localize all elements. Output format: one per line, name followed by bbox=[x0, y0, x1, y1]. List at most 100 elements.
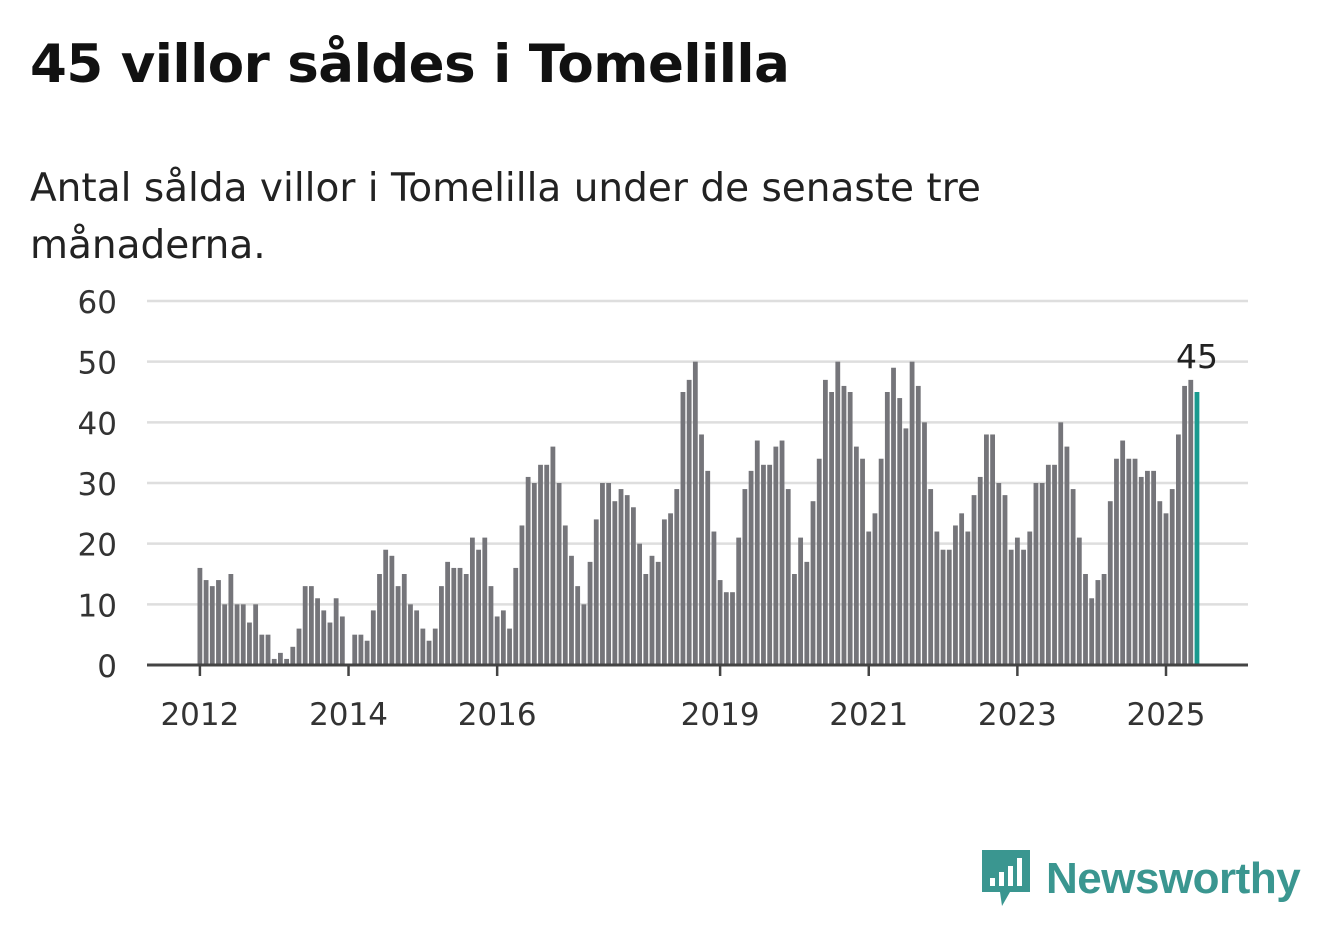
bar bbox=[692, 361, 698, 665]
y-tick-label: 40 bbox=[78, 406, 117, 442]
bar bbox=[321, 610, 327, 665]
bars bbox=[197, 361, 1200, 665]
bar bbox=[785, 489, 791, 665]
bar bbox=[1145, 470, 1150, 665]
bar bbox=[940, 549, 946, 665]
bar bbox=[643, 574, 649, 665]
bar bbox=[1083, 574, 1088, 665]
bar bbox=[705, 470, 711, 665]
bar bbox=[1120, 440, 1126, 665]
bar bbox=[209, 586, 215, 665]
bar bbox=[866, 531, 872, 665]
y-tick-label: 0 bbox=[97, 649, 117, 685]
bar bbox=[922, 422, 927, 665]
bar bbox=[556, 483, 562, 665]
bar bbox=[674, 489, 680, 665]
bar bbox=[655, 561, 661, 665]
bar bbox=[290, 646, 296, 665]
y-tick-label: 30 bbox=[78, 467, 117, 503]
bar bbox=[476, 549, 481, 665]
bar bbox=[197, 567, 203, 665]
bar bbox=[1076, 537, 1082, 665]
bar bbox=[1064, 446, 1070, 665]
bar bbox=[977, 476, 983, 665]
bar bbox=[686, 379, 692, 665]
bar bbox=[308, 586, 314, 665]
bar bbox=[1114, 458, 1119, 665]
bar bbox=[984, 434, 989, 665]
bar bbox=[872, 513, 878, 665]
bar bbox=[792, 574, 797, 665]
bar bbox=[1089, 598, 1095, 665]
bar bbox=[1107, 501, 1113, 665]
bar bbox=[730, 592, 735, 665]
bar bbox=[624, 495, 630, 665]
bar bbox=[1058, 422, 1064, 665]
bar bbox=[544, 464, 550, 665]
bar bbox=[401, 574, 407, 665]
bar bbox=[414, 610, 420, 665]
bar bbox=[1126, 458, 1132, 665]
bar bbox=[451, 567, 457, 665]
bar bbox=[1095, 580, 1101, 665]
bar bbox=[1188, 379, 1194, 665]
bar bbox=[203, 580, 209, 665]
bar bbox=[488, 586, 494, 665]
bar bbox=[631, 507, 636, 665]
bar bbox=[1101, 574, 1107, 665]
bar bbox=[469, 537, 475, 665]
bar bbox=[637, 543, 642, 665]
bar bbox=[1070, 489, 1076, 665]
bar bbox=[247, 622, 252, 665]
y-tick-label: 20 bbox=[78, 528, 117, 564]
bar bbox=[1151, 470, 1157, 665]
bar bbox=[587, 561, 593, 665]
bar bbox=[494, 616, 500, 665]
y-tick-label: 10 bbox=[78, 588, 117, 624]
x-axis: 2012 2014 2016 2019 2021 2023 2025 bbox=[160, 665, 1205, 733]
bar bbox=[426, 640, 432, 665]
bar bbox=[525, 476, 531, 665]
bar bbox=[216, 580, 221, 665]
bar bbox=[482, 537, 488, 665]
bar bbox=[847, 392, 853, 665]
bar bbox=[822, 379, 828, 665]
bar bbox=[358, 634, 364, 665]
bar bbox=[1182, 385, 1187, 665]
bar bbox=[575, 586, 581, 665]
bar bbox=[1027, 531, 1033, 665]
bar bbox=[618, 489, 624, 665]
bar bbox=[432, 628, 438, 665]
bar bbox=[934, 531, 940, 665]
bar bbox=[1138, 476, 1144, 665]
bar bbox=[971, 495, 977, 665]
bar bbox=[810, 501, 816, 665]
bar bbox=[507, 628, 512, 665]
bar bbox=[265, 634, 271, 665]
bar bbox=[513, 567, 519, 665]
bar bbox=[711, 531, 717, 665]
bar bbox=[853, 446, 859, 665]
bar bbox=[1002, 495, 1008, 665]
bar bbox=[439, 586, 444, 665]
bar bbox=[699, 434, 704, 665]
bar bbox=[408, 604, 413, 665]
bar bbox=[723, 592, 729, 665]
x-tick-label: 2021 bbox=[829, 697, 908, 733]
bar bbox=[959, 513, 965, 665]
bar bbox=[445, 561, 451, 665]
bar bbox=[463, 574, 469, 665]
bar bbox=[278, 652, 283, 665]
y-tick-label: 50 bbox=[78, 346, 117, 382]
bar bbox=[550, 446, 556, 665]
bar bbox=[333, 598, 339, 665]
bar bbox=[661, 519, 667, 665]
bar bbox=[612, 501, 618, 665]
brand-name: Newsworthy bbox=[1046, 854, 1301, 903]
bar bbox=[1045, 464, 1051, 665]
bar bbox=[531, 483, 537, 665]
bar bbox=[884, 392, 890, 665]
bar bbox=[767, 464, 773, 665]
bar bbox=[352, 634, 358, 665]
